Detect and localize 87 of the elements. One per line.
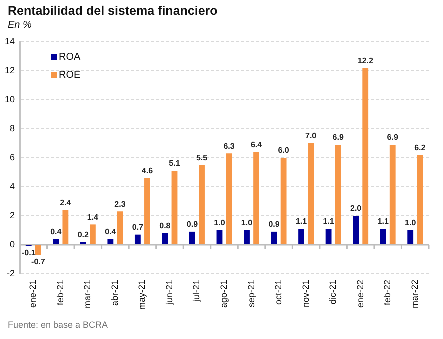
bar — [108, 239, 114, 244]
bar — [280, 158, 287, 244]
bar — [417, 155, 424, 244]
bar — [326, 229, 332, 244]
x-tick-label: mar-22 — [410, 280, 420, 309]
y-tick-label: 14 — [4, 36, 16, 46]
bar — [35, 245, 42, 256]
bar — [62, 210, 69, 244]
data-label: -0.1 — [22, 248, 36, 258]
x-tick-label: feb-21 — [55, 280, 66, 306]
data-label: 6.9 — [332, 133, 344, 142]
data-label: 0.8 — [160, 222, 172, 231]
bar — [390, 144, 396, 244]
data-label: 0.7 — [132, 223, 144, 232]
data-label: 0.9 — [186, 220, 199, 230]
data-label: 1.0 — [405, 218, 417, 228]
data-label: 6.3 — [224, 142, 236, 151]
data-label: 12.2 — [358, 56, 374, 66]
x-tick-label: jun-21 — [164, 280, 174, 306]
bar — [172, 171, 178, 244]
data-label: 2.0 — [350, 204, 362, 214]
bar — [216, 230, 223, 244]
data-label: -0.7 — [32, 257, 46, 266]
y-tick-label: 4 — [10, 181, 16, 192]
data-label: 6.9 — [387, 133, 399, 142]
bar — [380, 229, 386, 244]
x-tick-label: may-21 — [137, 280, 148, 310]
data-label: 0.4 — [105, 227, 117, 236]
data-label: 1.1 — [378, 217, 390, 226]
y-tick-label: 8 — [10, 123, 16, 134]
data-label: 6.4 — [250, 140, 263, 150]
bar — [226, 154, 232, 244]
x-tick-label: ago-21 — [218, 280, 229, 308]
data-label: 6.2 — [414, 143, 426, 152]
bar — [353, 216, 360, 244]
bar — [298, 229, 304, 244]
data-label: 0.9 — [268, 220, 280, 230]
bar — [308, 143, 314, 244]
data-label: 5.5 — [196, 153, 208, 162]
bar — [199, 165, 205, 244]
data-label: 1.4 — [87, 212, 100, 222]
bar — [90, 224, 96, 244]
bar — [408, 230, 414, 244]
data-label: 1.1 — [323, 217, 335, 226]
data-label: 2.3 — [114, 200, 126, 209]
data-label: 2.4 — [60, 198, 72, 208]
y-tick-label: 12 — [4, 65, 16, 76]
legend-label: ROE — [59, 70, 82, 81]
bar — [162, 233, 168, 244]
x-tick-label: ene-21 — [28, 280, 38, 308]
bar — [117, 212, 124, 244]
bar — [335, 144, 342, 244]
data-label: 7.0 — [306, 132, 318, 141]
x-tick-label: ene-22 — [355, 280, 366, 308]
x-tick-label: dic-21 — [328, 280, 338, 305]
y-tick-label: 0 — [10, 239, 16, 250]
data-label: 0.2 — [78, 230, 90, 240]
x-tick-label: abr-21 — [110, 280, 120, 306]
data-label: 1.1 — [296, 217, 308, 226]
chart-title: Rentabilidad del sistema financiero — [8, 4, 218, 18]
bar — [144, 178, 150, 244]
y-tick-label: 10 — [4, 94, 16, 104]
bar — [271, 232, 278, 244]
x-tick-label: oct-21 — [274, 280, 284, 306]
data-label: 1.0 — [241, 218, 254, 228]
data-label: 5.1 — [169, 159, 181, 168]
bar — [134, 234, 141, 244]
data-label: 6.0 — [278, 146, 290, 156]
x-tick-label: jul-21 — [192, 280, 202, 304]
bar — [362, 68, 369, 244]
bar — [190, 232, 196, 244]
x-tick-label: sep-21 — [246, 280, 256, 308]
y-tick-label: 2 — [10, 210, 16, 220]
source-note: Fuente: en base a BCRA — [8, 320, 108, 330]
x-tick-label: feb-22 — [382, 280, 393, 306]
x-tick-label: mar-21 — [82, 280, 93, 309]
bar — [53, 239, 60, 244]
bar — [254, 152, 260, 244]
legend-label: ROA — [59, 52, 82, 63]
data-label: 0.4 — [50, 227, 62, 236]
data-label: 1.0 — [214, 218, 226, 228]
y-tick-label: 6 — [10, 152, 16, 162]
data-label: 4.6 — [142, 166, 154, 176]
x-tick-label: nov-21 — [300, 280, 311, 308]
bar — [244, 230, 250, 244]
y-tick-label: -2 — [6, 268, 16, 278]
chart-subtitle: En % — [8, 20, 32, 31]
